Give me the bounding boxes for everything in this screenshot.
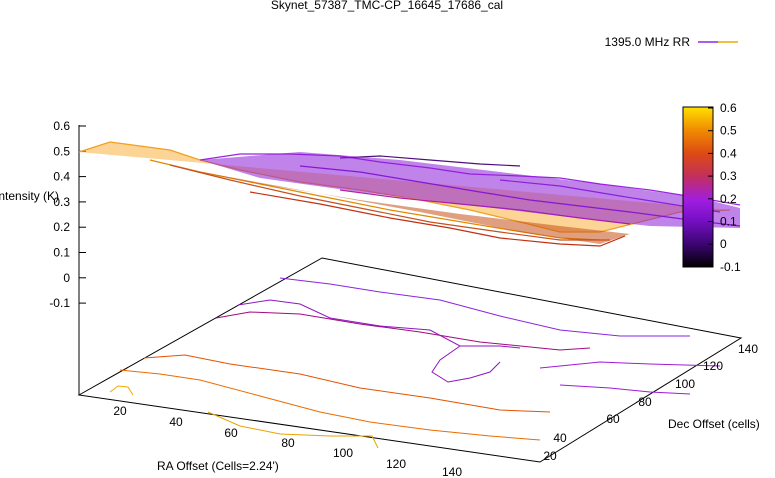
z-tick-label: 0.5 (53, 144, 70, 158)
y-axis-label: Dec Offset (cells) (668, 417, 760, 431)
surface-band-red (249, 191, 626, 247)
x-tick-label: 100 (333, 446, 353, 460)
surface-band-dark-orange (169, 164, 610, 241)
x-tick-label: 40 (169, 415, 183, 429)
colorbar-ticks: 0.6 0.5 0.4 0.3 0.2 0.1 0 -0.1 (708, 101, 741, 274)
colorbar-tick-label: -0.1 (720, 260, 741, 274)
y-tick-label: 40 (553, 431, 567, 445)
z-tick-label: 0.1 (53, 246, 70, 260)
colorbar-tick-label: 0 (720, 237, 727, 251)
z-axis-label: Intensity (K) (0, 189, 59, 203)
x-tick-label: 140 (442, 465, 462, 478)
surface-band-dark-purple (339, 155, 521, 167)
surface-fill-lower (180, 168, 630, 244)
x-axis-label: RA Offset (Cells=2.24') (157, 459, 279, 473)
x-tick-label: 80 (281, 436, 295, 450)
chart-title: Skynet_57387_TMC-CP_16645_17686_cal (271, 0, 503, 12)
colorbar-tick-label: 0.5 (720, 124, 737, 138)
contour-line (143, 354, 551, 413)
y-tick-label: 80 (638, 395, 652, 409)
colorbar-tick-label: 0.3 (720, 169, 737, 183)
contour-line (207, 411, 379, 449)
contour-lines (109, 277, 721, 449)
y-tick-label: 20 (543, 449, 557, 463)
x-tick-label: 60 (224, 426, 238, 440)
contour-line (215, 311, 591, 351)
y-ticks: 20 40 60 80 100 120 140 (543, 342, 758, 463)
colorbar (682, 106, 714, 268)
y-tick-label: 100 (675, 377, 695, 391)
y-tick-label: 60 (606, 412, 620, 426)
contour-line (559, 384, 691, 395)
contour-line (279, 277, 690, 337)
z-tick-label: -0.1 (49, 296, 70, 310)
z-tick-label: 0.4 (53, 170, 70, 184)
z-tick-label: 0 (63, 271, 70, 285)
base-plane (77, 257, 743, 463)
surface-fill-upper (200, 152, 740, 228)
colorbar-tick-label: 0.2 (720, 192, 737, 206)
contour-line (539, 361, 721, 369)
z-tick-label: 0.6 (53, 119, 70, 133)
x-ticks: 20 40 60 80 100 120 140 (113, 404, 462, 478)
z-ticks: 0.6 0.5 0.4 0.3 0.2 0.1 0 -0.1 (49, 119, 86, 310)
z-tick-label: 0.2 (53, 220, 70, 234)
colorbar-tick-label: 0.1 (720, 215, 737, 229)
colorbar-tick-label: 0.4 (720, 146, 737, 160)
contour-line (119, 369, 541, 441)
colorbar-tick-label: 0.6 (720, 101, 737, 115)
x-tick-label: 120 (386, 457, 406, 471)
y-tick-label: 140 (738, 342, 758, 356)
z-tick-label: 0.3 (53, 195, 70, 209)
y-tick-label: 120 (703, 359, 723, 373)
legend-label: 1395.0 MHz RR (605, 35, 691, 49)
contour-line (237, 299, 521, 349)
x-tick-label: 20 (113, 404, 127, 418)
contour-line (109, 385, 134, 396)
surface-mesh (78, 141, 741, 247)
contour-line (431, 345, 501, 383)
